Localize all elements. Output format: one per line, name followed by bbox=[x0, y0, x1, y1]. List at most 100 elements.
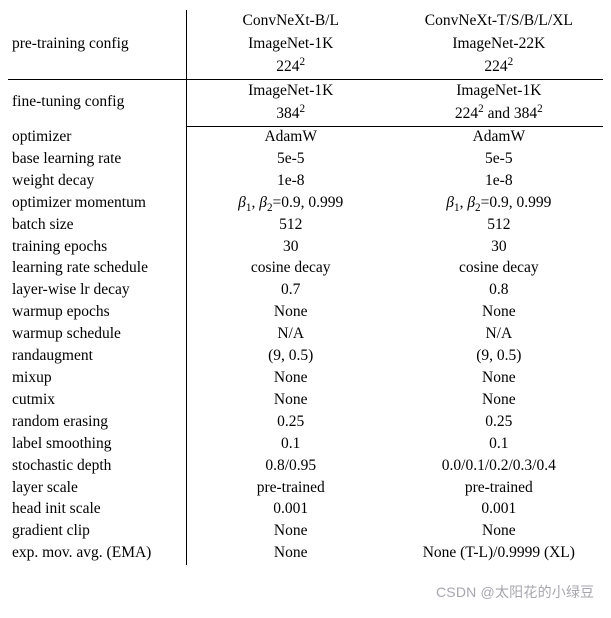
row-label: randaugment bbox=[8, 346, 186, 368]
row-value-a: 0.25 bbox=[186, 411, 394, 433]
row-value-b: 0.1 bbox=[395, 433, 603, 455]
table-row: optimizerAdamWAdamW bbox=[8, 126, 603, 148]
colA-finetune-res: 3842 bbox=[186, 103, 394, 126]
row-label: stochastic depth bbox=[8, 455, 186, 477]
colA-pretrain-res-exp: 2 bbox=[300, 56, 306, 68]
hyperparam-table: pre-training config ConvNeXt-B/L ConvNeX… bbox=[8, 10, 603, 565]
row-value-a: 0.7 bbox=[186, 280, 394, 302]
colA-models: ConvNeXt-B/L bbox=[186, 10, 394, 33]
row-label: cutmix bbox=[8, 389, 186, 411]
row-value-b: cosine decay bbox=[395, 258, 603, 280]
colB-pretrain-res: 2242 bbox=[395, 56, 603, 79]
row-value-b: None bbox=[395, 389, 603, 411]
row-value-b: pre-trained bbox=[395, 477, 603, 499]
row-value-a: None bbox=[186, 543, 394, 565]
row-label: learning rate schedule bbox=[8, 258, 186, 280]
colA-pretrain-res: 2242 bbox=[186, 56, 394, 79]
colA-pretrain-ds: ImageNet-1K bbox=[186, 33, 394, 56]
row-label: layer-wise lr decay bbox=[8, 280, 186, 302]
table-row: exp. mov. avg. (EMA)NoneNone (T-L)/0.999… bbox=[8, 543, 603, 565]
table-row: layer-wise lr decay0.70.8 bbox=[8, 280, 603, 302]
row-value-a: None bbox=[186, 302, 394, 324]
row-value-b: 1e-8 bbox=[395, 170, 603, 192]
row-value-b: 0.8 bbox=[395, 280, 603, 302]
row-value-b: β1, β2=0.9, 0.999 bbox=[395, 192, 603, 214]
row-value-a: 0.1 bbox=[186, 433, 394, 455]
row-label: weight decay bbox=[8, 170, 186, 192]
row-value-b: AdamW bbox=[395, 126, 603, 148]
row-value-b: (9, 0.5) bbox=[395, 346, 603, 368]
colB-finetune-res-baseB: 384 bbox=[514, 105, 537, 122]
row-value-a: 512 bbox=[186, 214, 394, 236]
row-label: head init scale bbox=[8, 499, 186, 521]
row-label: exp. mov. avg. (EMA) bbox=[8, 543, 186, 565]
row-value-a: None bbox=[186, 389, 394, 411]
row-value-a: N/A bbox=[186, 324, 394, 346]
row-label: label smoothing bbox=[8, 433, 186, 455]
table-row: head init scale0.0010.001 bbox=[8, 499, 603, 521]
table-row: warmup epochsNoneNone bbox=[8, 302, 603, 324]
row-value-a: None bbox=[186, 521, 394, 543]
colA-finetune-res-exp: 2 bbox=[300, 102, 306, 114]
colA-pretrain-res-base: 224 bbox=[276, 58, 299, 75]
pretrain-config-label: pre-training config bbox=[8, 10, 186, 79]
colA-finetune-res-base: 384 bbox=[276, 105, 299, 122]
row-value-a: pre-trained bbox=[186, 477, 394, 499]
table-row: label smoothing0.10.1 bbox=[8, 433, 603, 455]
table-row: mixupNoneNone bbox=[8, 368, 603, 390]
colB-finetune-ds: ImageNet-1K bbox=[395, 79, 603, 102]
row-label: training epochs bbox=[8, 236, 186, 258]
row-label: optimizer momentum bbox=[8, 192, 186, 214]
header-row-finetune-ds: fine-tuning config ImageNet-1K ImageNet-… bbox=[8, 79, 603, 102]
row-label: random erasing bbox=[8, 411, 186, 433]
row-value-a: 0.8/0.95 bbox=[186, 455, 394, 477]
row-value-b: None bbox=[395, 302, 603, 324]
row-label: base learning rate bbox=[8, 148, 186, 170]
row-value-a: 30 bbox=[186, 236, 394, 258]
row-value-b: 0.0/0.1/0.2/0.3/0.4 bbox=[395, 455, 603, 477]
table-row: layer scalepre-trainedpre-trained bbox=[8, 477, 603, 499]
row-label: batch size bbox=[8, 214, 186, 236]
row-label: layer scale bbox=[8, 477, 186, 499]
row-value-b: 5e-5 bbox=[395, 148, 603, 170]
row-value-b: 30 bbox=[395, 236, 603, 258]
row-label: mixup bbox=[8, 368, 186, 390]
row-value-b: None (T-L)/0.9999 (XL) bbox=[395, 543, 603, 565]
row-value-b: 0.25 bbox=[395, 411, 603, 433]
row-value-a: 0.001 bbox=[186, 499, 394, 521]
hyperparam-table-container: { "table": { "background_color": "#fffff… bbox=[8, 10, 603, 565]
colB-pretrain-res-exp: 2 bbox=[508, 56, 514, 68]
row-value-a: β1, β2=0.9, 0.999 bbox=[186, 192, 394, 214]
colB-models: ConvNeXt-T/S/B/L/XL bbox=[395, 10, 603, 33]
colA-finetune-ds: ImageNet-1K bbox=[186, 79, 394, 102]
row-value-a: cosine decay bbox=[186, 258, 394, 280]
row-value-a: 5e-5 bbox=[186, 148, 394, 170]
table-row: training epochs3030 bbox=[8, 236, 603, 258]
row-value-b: 0.001 bbox=[395, 499, 603, 521]
table-row: warmup scheduleN/AN/A bbox=[8, 324, 603, 346]
row-label: gradient clip bbox=[8, 521, 186, 543]
table-row: learning rate schedulecosine decaycosine… bbox=[8, 258, 603, 280]
table-row: base learning rate5e-55e-5 bbox=[8, 148, 603, 170]
row-value-a: (9, 0.5) bbox=[186, 346, 394, 368]
finetune-config-label: fine-tuning config bbox=[8, 79, 186, 126]
row-value-b: None bbox=[395, 521, 603, 543]
colB-pretrain-ds: ImageNet-22K bbox=[395, 33, 603, 56]
table-row: stochastic depth0.8/0.950.0/0.1/0.2/0.3/… bbox=[8, 455, 603, 477]
table-row: weight decay1e-81e-8 bbox=[8, 170, 603, 192]
colB-pretrain-res-base: 224 bbox=[484, 58, 507, 75]
row-value-a: AdamW bbox=[186, 126, 394, 148]
row-value-a: None bbox=[186, 368, 394, 390]
colB-finetune-res: 2242 and 3842 bbox=[395, 103, 603, 126]
table-row: randaugment(9, 0.5)(9, 0.5) bbox=[8, 346, 603, 368]
table-body: optimizerAdamWAdamWbase learning rate5e-… bbox=[8, 126, 603, 565]
row-label: optimizer bbox=[8, 126, 186, 148]
row-label: warmup schedule bbox=[8, 324, 186, 346]
colB-finetune-res-expB: 2 bbox=[537, 102, 543, 114]
table-row: cutmixNoneNone bbox=[8, 389, 603, 411]
watermark-text: CSDN @太阳花的小绿豆 bbox=[436, 582, 594, 602]
table-row: batch size512512 bbox=[8, 214, 603, 236]
row-label: warmup epochs bbox=[8, 302, 186, 324]
row-value-b: N/A bbox=[395, 324, 603, 346]
row-value-b: None bbox=[395, 368, 603, 390]
